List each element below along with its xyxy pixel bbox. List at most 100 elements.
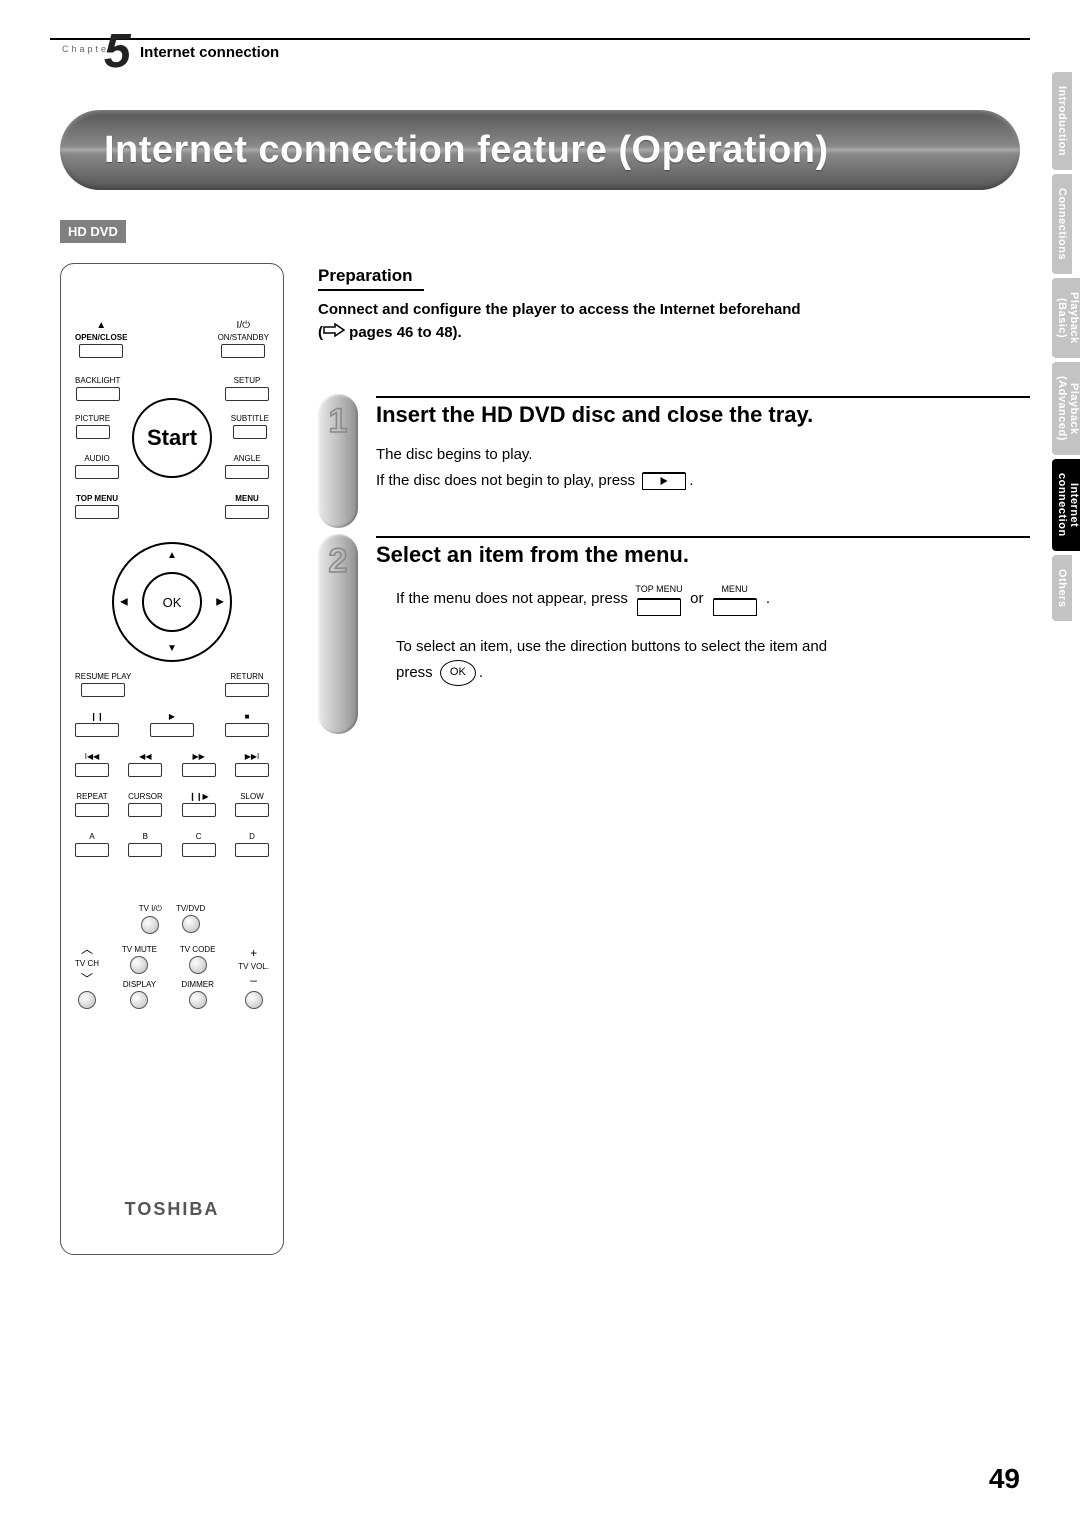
remote-onstandby-button[interactable] [221, 344, 265, 358]
preparation-section: Preparation Connect and configure the pl… [318, 263, 1030, 344]
arrow-right-icon: ▶ [216, 597, 224, 608]
step-2-number: 2 [329, 542, 348, 734]
remote-display-button[interactable] [130, 991, 148, 1009]
remote-skipback-button[interactable] [75, 763, 109, 777]
remote-cursor-button[interactable] [128, 803, 162, 817]
remote-pause-button[interactable] [75, 723, 119, 737]
remote-audio-label: AUDIO [84, 454, 109, 463]
remote-onstandby-label: ON/STANDBY [218, 333, 269, 342]
remote-resumeplay-label: RESUME PLAY [75, 672, 131, 681]
remote-picture-button[interactable] [76, 425, 110, 439]
remote-brand: TOSHIBA [61, 1199, 283, 1220]
remote-topmenu-label: TOP MENU [76, 494, 118, 503]
remote-dpad[interactable]: ▲ ▼ ◀ ▶ OK [112, 542, 232, 662]
remote-control-illustration: ▲ OPEN/CLOSE I/⏻ ON/STANDBY BACKLIGHT SE… [60, 263, 284, 1255]
step-2-heading: Select an item from the menu. [376, 536, 1030, 568]
chapter-header: Chapter 5 Internet connection [50, 38, 1030, 82]
remote-setup-button[interactable] [225, 387, 269, 401]
chevron-up-icon: ︿ [81, 940, 93, 957]
chapter-number: 5 [104, 24, 131, 79]
remote-d-label: D [249, 832, 255, 841]
pause-icon: ❙❙ [90, 712, 103, 721]
step-2-line1b: . [766, 590, 770, 607]
hd-dvd-badge: HD DVD [60, 220, 126, 243]
tab-internet-connection[interactable]: Internetconnection [1052, 459, 1080, 551]
remote-b-label: B [143, 832, 148, 841]
step-2-line2a: To select an item, use the direction but… [396, 638, 827, 655]
step-1: 1 Insert the HD DVD disc and close the t… [318, 394, 1030, 528]
arrow-down-icon: ▼ [167, 643, 177, 654]
remote-a-button[interactable] [75, 843, 109, 857]
tab-others[interactable]: Others [1052, 555, 1072, 621]
step-1-heading: Insert the HD DVD disc and close the tra… [376, 396, 1030, 428]
topmenu-button-icon: TOP MENU [634, 582, 684, 616]
step-2-line2b: press [396, 664, 433, 681]
tab-internet-l1: Internet [1068, 483, 1080, 527]
preparation-line2: pages 46 to 48). [349, 324, 462, 341]
remote-backlight-label: BACKLIGHT [75, 376, 120, 385]
remote-menu-label: MENU [235, 494, 259, 503]
forward-icon: ▶▶ [193, 752, 205, 761]
remote-audio-button[interactable] [75, 465, 119, 479]
skip-forward-icon: ▶▶I [245, 752, 260, 761]
remote-a-label: A [89, 832, 94, 841]
tab-playback-basic[interactable]: Playback(Basic) [1052, 278, 1080, 358]
chapter-title: Internet connection [140, 44, 279, 61]
remote-tvcode-button[interactable] [189, 956, 207, 974]
remote-d-button[interactable] [235, 843, 269, 857]
step-2: 2 Select an item from the menu. If the m… [318, 534, 1030, 734]
tab-playback-adv-l2: (Advanced) [1056, 376, 1068, 441]
remote-repeat-button[interactable] [75, 803, 109, 817]
remote-dimmer-button[interactable] [189, 991, 207, 1009]
remote-c-label: C [196, 832, 202, 841]
remote-tvcode-label: TV CODE [180, 945, 216, 954]
remote-b-button[interactable] [128, 843, 162, 857]
remote-repeat-label: REPEAT [76, 792, 107, 801]
remote-angle-button[interactable] [225, 465, 269, 479]
remote-backlight-button[interactable] [76, 387, 120, 401]
side-tabs: Introduction Connections Playback(Basic)… [1052, 72, 1080, 625]
remote-ffwd-button[interactable] [182, 763, 216, 777]
tab-playback-basic-l1: Playback [1068, 292, 1080, 344]
arrow-left-icon: ◀ [120, 597, 128, 608]
rewind-icon: ◀◀ [139, 752, 151, 761]
remote-subtitle-label: SUBTITLE [231, 414, 269, 423]
tab-connections[interactable]: Connections [1052, 174, 1072, 274]
skip-back-icon: I◀◀ [85, 752, 100, 761]
remote-c-button[interactable] [182, 843, 216, 857]
remote-angle-label: ANGLE [233, 454, 260, 463]
remote-step-button[interactable] [182, 803, 216, 817]
remote-tvpower-button[interactable] [141, 916, 159, 934]
remote-slow-button[interactable] [235, 803, 269, 817]
ok-button-icon: OK [440, 660, 476, 686]
remote-topmenu-button[interactable] [75, 505, 119, 519]
tab-playback-advanced[interactable]: Playback(Advanced) [1052, 362, 1080, 455]
page-title: Internet connection feature (Operation) [104, 129, 829, 172]
remote-tvch-down-button[interactable] [78, 991, 96, 1009]
remote-open-close-button[interactable] [79, 344, 123, 358]
remote-menu-button[interactable] [225, 505, 269, 519]
preparation-heading: Preparation [318, 263, 424, 291]
play-button-icon [642, 472, 686, 490]
remote-return-button[interactable] [225, 683, 269, 697]
remote-tvdvd-button[interactable] [182, 915, 200, 933]
remote-stop-button[interactable] [225, 723, 269, 737]
step-1-number: 1 [329, 402, 348, 528]
remote-subtitle-button[interactable] [233, 425, 267, 439]
remote-display-label: DISPLAY [123, 980, 156, 989]
step-1-line2a: If the disc does not begin to play, pres… [376, 472, 635, 489]
remote-tvvol-down-button[interactable] [245, 991, 263, 1009]
step-2-or: or [690, 590, 703, 607]
remote-skipfwd-button[interactable] [235, 763, 269, 777]
step-1-badge: 1 [318, 394, 358, 528]
remote-dimmer-label: DIMMER [181, 980, 213, 989]
remote-rew-button[interactable] [128, 763, 162, 777]
tab-introduction[interactable]: Introduction [1052, 72, 1072, 170]
remote-picture-label: PICTURE [75, 414, 110, 423]
remote-play-button[interactable] [150, 723, 194, 737]
remote-resumeplay-button[interactable] [81, 683, 125, 697]
remote-ok-button[interactable]: OK [142, 572, 202, 632]
remote-setup-label: SETUP [234, 376, 261, 385]
remote-tvmute-button[interactable] [130, 956, 148, 974]
step-2-badge: 2 [318, 534, 358, 734]
